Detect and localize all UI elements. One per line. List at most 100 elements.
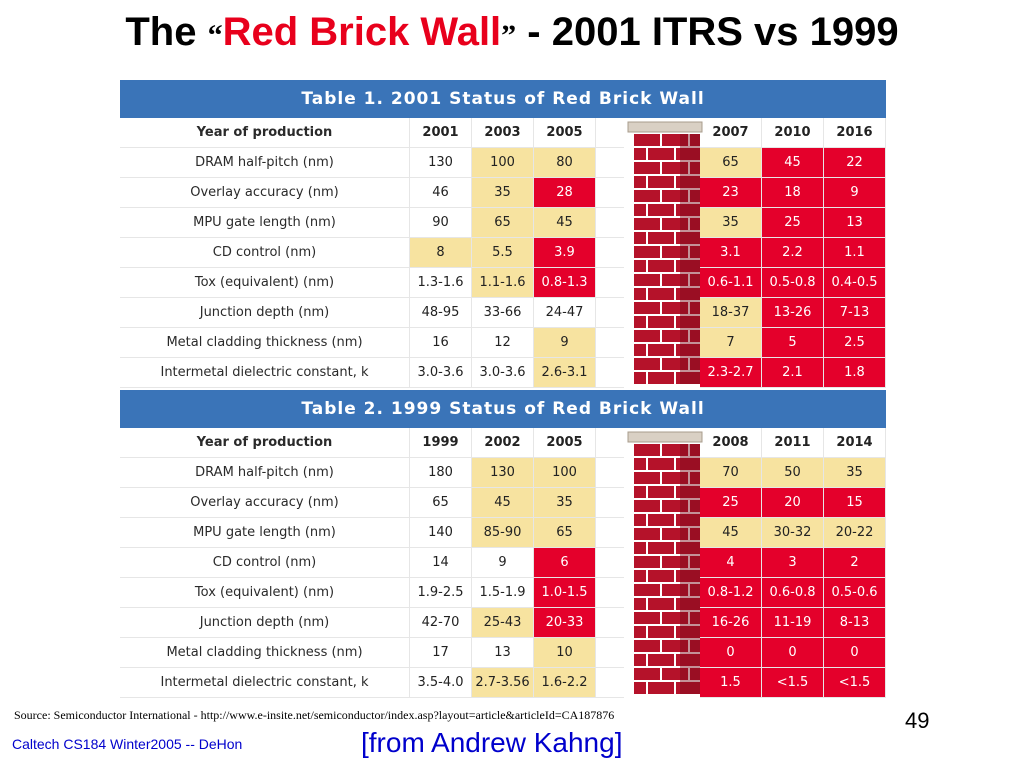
year-header: 2005 bbox=[534, 428, 596, 457]
brick bbox=[648, 486, 675, 498]
brick bbox=[634, 640, 661, 652]
brick bbox=[634, 344, 647, 356]
title-suffix: - 2001 ITRS vs 1999 bbox=[516, 10, 899, 54]
value-cell: 45 bbox=[472, 488, 534, 517]
brick bbox=[634, 444, 661, 456]
brick bbox=[676, 344, 701, 356]
table-row: Tox (equivalent) (nm) 1.3-1.6 1.1-1.6 0.8-1… bbox=[120, 268, 625, 298]
value-cell: 0.8-1.3 bbox=[534, 268, 596, 297]
brick bbox=[634, 598, 647, 610]
row-label: MPU gate length (nm) bbox=[120, 518, 410, 547]
value-cell: 25 bbox=[700, 488, 762, 517]
brick bbox=[690, 556, 701, 568]
value-cell: 0 bbox=[700, 638, 762, 667]
value-cell: <1.5 bbox=[824, 668, 886, 697]
wall-cap bbox=[627, 431, 703, 443]
table-right-columns: 2008 2011 2014 70 50 35 25 20 15 45 30-32 20-22 4 3 2 0… bbox=[700, 428, 886, 698]
year-header: 1999 bbox=[410, 428, 472, 457]
value-cell: 7-13 bbox=[824, 298, 886, 327]
brick bbox=[634, 232, 647, 244]
value-cell: <1.5 bbox=[762, 668, 824, 697]
value-cell: 65 bbox=[472, 208, 534, 237]
brick bbox=[648, 514, 675, 526]
brick bbox=[634, 358, 661, 370]
row-label: Junction depth (nm) bbox=[120, 608, 410, 637]
title-highlight: Red Brick Wall bbox=[222, 10, 502, 54]
table-row: 3.1 2.2 1.1 bbox=[700, 238, 886, 268]
value-cell: 35 bbox=[472, 178, 534, 207]
brick bbox=[648, 232, 675, 244]
value-cell: 28 bbox=[534, 178, 596, 207]
value-cell: 16 bbox=[410, 328, 472, 357]
table-row: 1.5 <1.5 <1.5 bbox=[700, 668, 886, 698]
wall-side-shade bbox=[680, 134, 701, 384]
row-label: Intermetal dielectric constant, k bbox=[120, 668, 410, 697]
value-cell: 5.5 bbox=[472, 238, 534, 267]
brick bbox=[648, 260, 675, 272]
year-header: 2007 bbox=[700, 118, 762, 147]
table-row: 2.3-2.7 2.1 1.8 bbox=[700, 358, 886, 388]
value-cell: 3.1 bbox=[700, 238, 762, 267]
brick bbox=[676, 232, 701, 244]
value-cell: 0.5-0.6 bbox=[824, 578, 886, 607]
value-cell: 65 bbox=[700, 148, 762, 177]
table-row: 65 45 22 bbox=[700, 148, 886, 178]
brick bbox=[690, 302, 701, 314]
row-label: CD control (nm) bbox=[120, 238, 410, 267]
value-cell: 100 bbox=[534, 458, 596, 487]
brick-wall-illustration bbox=[627, 431, 703, 694]
table-row: 16-26 11-19 8-13 bbox=[700, 608, 886, 638]
brick bbox=[690, 246, 701, 258]
value-cell: 15 bbox=[824, 488, 886, 517]
source-citation: Source: Semiconductor International - ht… bbox=[14, 708, 615, 722]
year-header: 2016 bbox=[824, 118, 886, 147]
value-cell: 16-26 bbox=[700, 608, 762, 637]
brick bbox=[676, 316, 701, 328]
value-cell: 6 bbox=[534, 548, 596, 577]
brick bbox=[634, 162, 661, 174]
value-cell: 12 bbox=[472, 328, 534, 357]
value-cell: 85-90 bbox=[472, 518, 534, 547]
value-cell: 13-26 bbox=[762, 298, 824, 327]
table-header-row: 2007 2010 2016 bbox=[700, 118, 886, 148]
brick bbox=[648, 148, 675, 160]
brick bbox=[690, 218, 701, 230]
brick-wall-illustration bbox=[627, 121, 703, 384]
value-cell: 13 bbox=[824, 208, 886, 237]
brick bbox=[690, 668, 701, 680]
brick bbox=[648, 176, 675, 188]
value-cell: 3.9 bbox=[534, 238, 596, 267]
value-cell: 35 bbox=[700, 208, 762, 237]
value-cell: 30-32 bbox=[762, 518, 824, 547]
brick bbox=[634, 500, 661, 512]
table-row: CD control (nm) 8 5.5 3.9 bbox=[120, 238, 625, 268]
value-cell: 0.8-1.2 bbox=[700, 578, 762, 607]
row-label: Intermetal dielectric constant, k bbox=[120, 358, 410, 387]
brick bbox=[648, 570, 675, 582]
brick bbox=[634, 134, 661, 146]
value-cell: 130 bbox=[410, 148, 472, 177]
table-left-columns: Year of production 1999 2002 2005 DRAM half-… bbox=[120, 428, 625, 698]
table-row: Junction depth (nm) 42-70 25-43 20-33 bbox=[120, 608, 625, 638]
brick bbox=[648, 458, 675, 470]
brick bbox=[634, 246, 661, 258]
brick bbox=[634, 542, 647, 554]
value-cell: 3 bbox=[762, 548, 824, 577]
value-cell: 8-13 bbox=[824, 608, 886, 637]
brick bbox=[634, 682, 647, 694]
year-header: 2008 bbox=[700, 428, 762, 457]
brick bbox=[634, 260, 647, 272]
title-close-quote: ” bbox=[501, 19, 517, 52]
value-cell: 4 bbox=[700, 548, 762, 577]
brick bbox=[662, 584, 689, 596]
course-label: Caltech CS184 Winter2005 -- DeHon bbox=[12, 736, 243, 752]
brick bbox=[662, 246, 689, 258]
brick bbox=[690, 190, 701, 202]
row-label: CD control (nm) bbox=[120, 548, 410, 577]
table-row: Intermetal dielectric constant, k 3.5-4.0… bbox=[120, 668, 625, 698]
brick bbox=[690, 444, 701, 456]
value-cell: 10 bbox=[534, 638, 596, 667]
brick bbox=[690, 330, 701, 342]
header-label: Year of production bbox=[120, 118, 410, 147]
